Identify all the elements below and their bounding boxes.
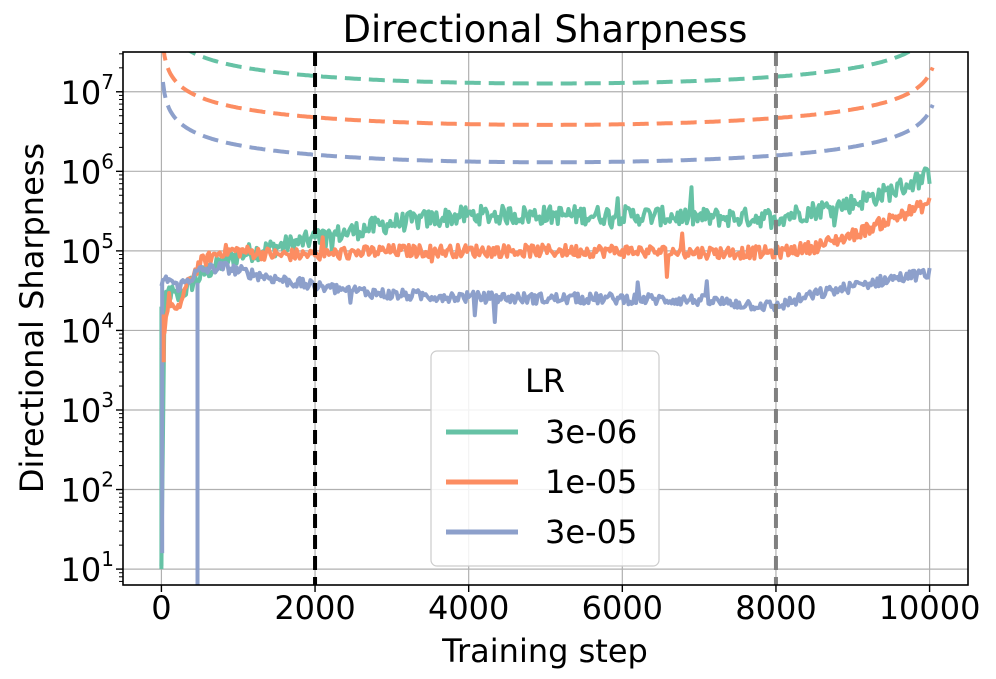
x-tick-label: 10000	[879, 589, 981, 627]
y-tick-base: 10	[61, 312, 102, 350]
y-tick-label: 105	[61, 229, 114, 271]
y-tick-exponent: 4	[101, 308, 114, 332]
legend: LR 3e-06 1e-05 3e-05	[430, 350, 660, 567]
vertical-markers	[313, 52, 778, 585]
series-line-3e-05	[159, 260, 932, 324]
legend-entries: 3e-06 1e-05 3e-05	[446, 413, 637, 551]
y-axis-label: Directional Sharpness	[13, 143, 51, 493]
y-tick-exponent: 6	[101, 149, 114, 173]
legend-box	[430, 350, 660, 567]
y-tick-base: 10	[61, 74, 102, 112]
y-tick-label: 104	[61, 308, 114, 350]
legend-label-3e-06: 3e-06	[545, 413, 637, 451]
axis-ticks: 0 2000 4000 6000 8000 10000101102103104105106…	[61, 53, 981, 627]
plot-frame	[122, 51, 969, 586]
x-tick-label: 4000	[428, 589, 509, 627]
y-tick-base: 10	[61, 392, 102, 430]
chart-title: Directional Sharpness	[343, 8, 748, 51]
y-tick-exponent: 5	[101, 229, 114, 253]
y-tick-base: 10	[61, 233, 102, 271]
y-tick-exponent: 7	[101, 70, 114, 94]
legend-title: LR	[525, 362, 565, 400]
y-tick-exponent: 1	[101, 547, 114, 571]
y-tick-base: 10	[61, 472, 102, 510]
curves	[159, 52, 935, 585]
bound-curve-1e-05	[161, 52, 935, 127]
legend-label-1e-05: 1e-05	[545, 463, 637, 501]
y-tick-exponent: 2	[101, 468, 114, 492]
bound-curve-3e-06	[187, 52, 913, 86]
y-tick-label: 107	[61, 70, 114, 112]
x-tick-label: 2000	[274, 589, 355, 627]
legend-label-3e-05: 3e-05	[545, 513, 637, 551]
bound-curve-3e-05	[160, 81, 935, 165]
y-tick-exponent: 3	[101, 388, 114, 412]
y-tick-label: 103	[61, 388, 114, 430]
x-tick-label: 0	[151, 589, 171, 627]
y-tick-base: 10	[61, 551, 102, 589]
x-axis-label: Training step	[441, 632, 648, 670]
y-tick-base: 10	[61, 153, 102, 191]
y-tick-label: 101	[61, 547, 114, 589]
x-tick-label: 8000	[735, 589, 816, 627]
x-tick-label: 6000	[582, 589, 663, 627]
y-tick-label: 102	[61, 468, 114, 510]
y-tick-label: 106	[61, 149, 114, 191]
series-line-1e-05	[159, 197, 932, 350]
series-line-3e-06	[159, 166, 932, 567]
